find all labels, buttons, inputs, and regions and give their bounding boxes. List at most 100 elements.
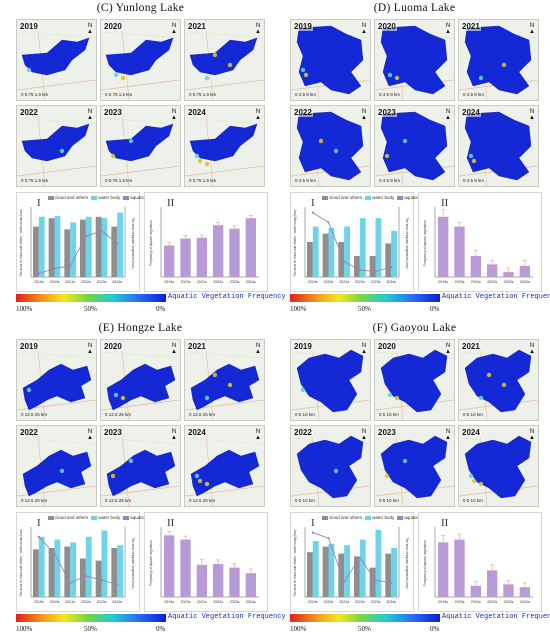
north-arrow-icon: N ▲	[445, 23, 451, 35]
x-tick-label: 2024s	[246, 600, 256, 604]
bar-frequency	[454, 539, 465, 597]
line-vegetation	[38, 230, 118, 274]
x-tick-label: 2019s	[308, 600, 318, 604]
legend-label: cloud and others	[55, 195, 89, 200]
y2-axis-label: The area of aquatic vegetation (km²)	[131, 537, 135, 588]
gradient-tick-label: 100%	[16, 305, 33, 313]
lake-shape	[190, 363, 260, 411]
y2-axis-label: The area of aquatic vegetation (km²)	[405, 537, 409, 588]
gradient-tick-label: 50%	[84, 305, 97, 313]
bar-water	[54, 216, 61, 277]
x-tick-label: 2021s	[471, 280, 481, 284]
year-label: 2022	[293, 108, 313, 117]
legend-swatch	[365, 515, 372, 520]
bar-cloud	[338, 553, 345, 597]
legend-label: water body	[98, 515, 121, 520]
lake-shape	[106, 363, 176, 411]
lake-shape	[22, 363, 92, 411]
x-tick-label: 2020s	[324, 280, 334, 284]
legend-swatch	[365, 195, 372, 200]
gradient-tick-label: 50%	[358, 305, 371, 313]
point-vegetation	[100, 229, 103, 232]
lake-map	[17, 340, 96, 420]
bar-cloud	[369, 567, 376, 597]
map-grid: 2019 N ▲ 0 4.5 9 km 2020 N ▲ 0 4.5 9 km 2021 N ▲ 0 …	[290, 19, 540, 189]
map-tile: 2020 N ▲ 0 4.5 9 km	[374, 19, 455, 101]
gradient-title: Aquatic Vegetation Frequency	[168, 613, 286, 621]
map-tile: 2022 N ▲ 0 4.5 9 km	[290, 105, 371, 187]
line-vegetation	[312, 212, 392, 272]
point-vegetation	[390, 581, 393, 585]
gradient-tick-label: 0%	[156, 305, 166, 313]
scale-bar: 0 12.5 25 km	[189, 498, 216, 503]
vegetation-patch	[26, 67, 32, 73]
map-tile: 2022 N ▲ 0 12.5 25 km	[16, 425, 97, 507]
lake-panel: (F) Gaoyou Lake 2019 N ▲ 0 5 10 km 2020 N ▲ 0 5 …	[282, 322, 550, 640]
chart-frequency: II 2019s 2020s 2021s 2022s 2023s 2024s Frequenc…	[144, 512, 268, 612]
frequency-chart-svg: 2019s 2020s 2021s 2022s 2023s 2024s Frequency …	[423, 527, 533, 604]
x-tick-label: 2021s	[339, 600, 349, 604]
lake-shape	[21, 37, 90, 76]
vegetation-patch	[227, 62, 233, 68]
vegetation-patch	[59, 468, 65, 474]
y-axis-label: The area of cloud and others · water bod…	[293, 209, 297, 277]
vegetation-patch	[212, 372, 218, 378]
bar-frequency	[454, 226, 465, 277]
vegetation-patch	[501, 62, 507, 68]
y-axis-label: The area of cloud and others · water bod…	[19, 209, 23, 277]
year-label: 2023	[377, 108, 397, 117]
vegetation-patch	[204, 75, 210, 81]
year-label: 2021	[187, 22, 207, 31]
lake-map	[375, 106, 454, 186]
panel-title: (E) Hongze Lake	[98, 322, 183, 334]
scale-bar: 0 4.5 9 km	[379, 178, 401, 183]
legend-swatch	[397, 195, 404, 200]
vegetation-patch	[128, 138, 134, 144]
lake-shape	[464, 435, 532, 499]
bar-water	[70, 222, 76, 277]
map-tile: 2020 N ▲ 0 5 10 km	[374, 339, 455, 421]
map-tile: 2024 N ▲ 0 0.75 1.5 km	[184, 105, 265, 187]
north-arrow-icon: N ▲	[445, 343, 451, 355]
bar-water	[312, 226, 319, 277]
bar-frequency	[213, 225, 224, 277]
bar-water	[391, 230, 397, 277]
lake-map	[101, 106, 180, 186]
x-tick-label: 2023s	[97, 280, 107, 284]
bar-frequency	[503, 584, 514, 597]
lake-map	[291, 106, 370, 186]
year-label: 2019	[293, 342, 313, 351]
vegetation-patch	[478, 395, 484, 401]
bar-water	[85, 536, 92, 597]
legend-swatch	[48, 515, 54, 520]
lake-shape	[380, 435, 448, 499]
map-tile: 2019 N ▲ 0 4.5 9 km	[290, 19, 371, 101]
scale-bar: 0 0.75 1.5 km	[189, 178, 217, 183]
bar-cloud	[307, 242, 313, 277]
lake-shape	[464, 25, 532, 95]
bar-cloud	[33, 549, 39, 597]
scale-bar: 0 4.5 9 km	[463, 92, 485, 97]
vegetation-patch	[204, 481, 210, 487]
bar-frequency	[487, 570, 498, 597]
lake-map	[17, 106, 96, 186]
scale-bar: 0 12.5 25 km	[105, 412, 132, 417]
line-vegetation	[312, 532, 392, 584]
gradient-tick-label: 0%	[430, 305, 440, 313]
vegetation-patch	[110, 153, 116, 159]
lake-shape	[105, 37, 174, 76]
x-tick-label: 2022s	[487, 280, 497, 284]
scale-bar: 0 4.5 9 km	[379, 92, 401, 97]
vegetation-patch	[501, 382, 507, 388]
x-tick-label: 2020s	[181, 600, 191, 604]
x-tick-label: 2021s	[471, 600, 481, 604]
bar-water	[328, 543, 335, 597]
bar-water	[117, 545, 123, 597]
bar-frequency	[470, 585, 481, 597]
gradient-tick-label: 50%	[84, 625, 97, 633]
year-label: 2023	[103, 428, 123, 437]
vegetation-patch	[300, 387, 306, 393]
